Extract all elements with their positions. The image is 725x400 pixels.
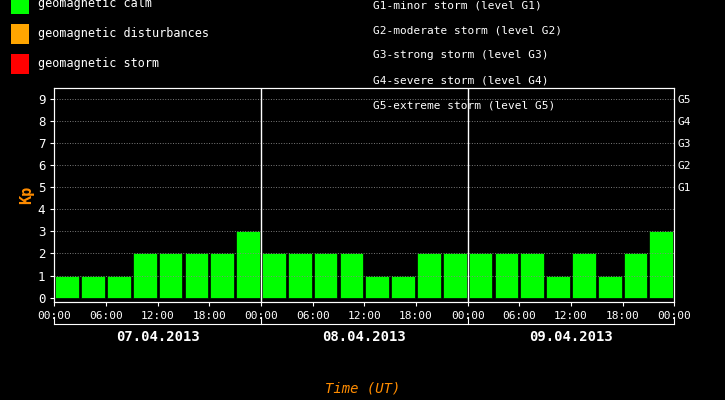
Bar [159, 254, 183, 298]
Bar [339, 254, 363, 298]
Bar [572, 254, 596, 298]
Text: G1-minor storm (level G1): G1-minor storm (level G1) [373, 1, 542, 11]
Bar [107, 276, 130, 298]
Bar [443, 254, 467, 298]
Bar [210, 254, 234, 298]
Bar [546, 276, 570, 298]
Text: geomagnetic calm: geomagnetic calm [38, 0, 152, 10]
Text: Time (UT): Time (UT) [325, 382, 400, 396]
Bar [468, 254, 492, 298]
Bar [365, 276, 389, 298]
Bar [288, 254, 312, 298]
Y-axis label: Kp: Kp [19, 186, 33, 204]
Text: G4-severe storm (level G4): G4-severe storm (level G4) [373, 75, 549, 85]
Text: G5-extreme storm (level G5): G5-extreme storm (level G5) [373, 100, 555, 110]
Bar [494, 254, 518, 298]
Bar [417, 254, 441, 298]
Bar [392, 276, 415, 298]
Bar [598, 276, 621, 298]
Bar [133, 254, 157, 298]
Text: 09.04.2013: 09.04.2013 [529, 330, 613, 344]
Bar [81, 276, 105, 298]
Text: geomagnetic storm: geomagnetic storm [38, 58, 159, 70]
Text: G2-moderate storm (level G2): G2-moderate storm (level G2) [373, 26, 563, 36]
Text: G3-strong storm (level G3): G3-strong storm (level G3) [373, 50, 549, 60]
Bar [185, 254, 208, 298]
Bar [314, 254, 337, 298]
Text: 08.04.2013: 08.04.2013 [323, 330, 406, 344]
Text: geomagnetic disturbances: geomagnetic disturbances [38, 28, 209, 40]
Bar [262, 254, 286, 298]
Bar [236, 232, 260, 298]
Bar [55, 276, 79, 298]
Bar [521, 254, 544, 298]
Bar [624, 254, 647, 298]
Bar [650, 232, 674, 298]
Text: 07.04.2013: 07.04.2013 [116, 330, 199, 344]
